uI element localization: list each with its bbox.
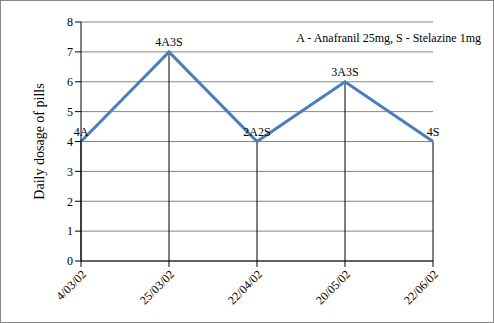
svg-text:2: 2 [67, 195, 73, 209]
svg-text:1: 1 [67, 224, 73, 238]
svg-text:4A: 4A [74, 125, 89, 139]
svg-text:3A3S: 3A3S [331, 65, 358, 79]
svg-text:22/06/02: 22/06/02 [401, 267, 441, 307]
svg-text:20/05/02: 20/05/02 [313, 267, 353, 307]
svg-text:22/04/02: 22/04/02 [225, 267, 265, 307]
svg-text:5: 5 [67, 105, 73, 119]
svg-text:4/03/02: 4/03/02 [53, 267, 89, 303]
svg-text:8: 8 [67, 15, 73, 29]
svg-text:Daily dosage of pills: Daily dosage of pills [32, 83, 47, 199]
svg-text:4A3S: 4A3S [155, 35, 182, 49]
svg-text:4: 4 [67, 135, 73, 149]
svg-text:4S: 4S [427, 125, 440, 139]
svg-text:7: 7 [67, 45, 73, 59]
svg-text:25/03/02: 25/03/02 [137, 267, 177, 307]
svg-text:0: 0 [67, 254, 73, 268]
svg-text:6: 6 [67, 75, 73, 89]
svg-text:3: 3 [67, 165, 73, 179]
svg-text:2A2S: 2A2S [243, 125, 270, 139]
html-text:A - Anafranil 25mg, S - Stelaz: A - Anafranil 25mg, S - Stelazine 1mg [296, 31, 481, 45]
